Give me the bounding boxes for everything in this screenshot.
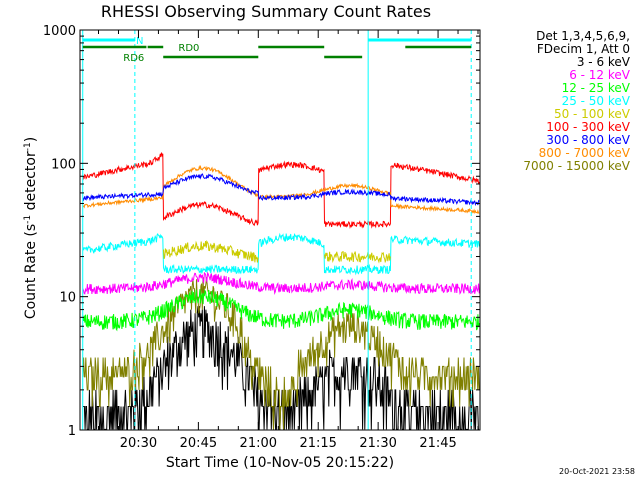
- y-tick-label-100: 100: [51, 157, 76, 172]
- x-tick-label-2045: 20:45: [180, 436, 217, 451]
- y-tick-label-1000: 1000: [43, 24, 76, 39]
- series-line-25-50kev: [82, 232, 480, 276]
- x-tick-label-2145: 21:45: [419, 436, 456, 451]
- x-axis-label: Start Time (10-Nov-05 20:15:22): [166, 455, 394, 471]
- y-tick-label-1: 1: [68, 424, 76, 439]
- legend-entry-3: 12 - 25 keV: [562, 81, 631, 95]
- legend-entry-5: 50 - 100 keV: [554, 107, 631, 121]
- series-line-50-100kev-1: [163, 239, 259, 263]
- night-flag-label: N: [136, 36, 143, 47]
- legend-entry-9: 7000 - 15000 keV: [523, 159, 630, 173]
- x-tick-label-2115: 21:15: [299, 436, 336, 451]
- legend: Det 1,3,4,5,6,9,FDecim 1, Att 03 - 6 keV…: [523, 29, 630, 173]
- series-line-100-300kev: [82, 152, 480, 229]
- legend-entry-8: 800 - 7000 keV: [539, 146, 631, 160]
- rd6-flag-label: RD6: [123, 53, 144, 64]
- series-line-6-12kev: [82, 271, 480, 295]
- legend-entry-1: 3 - 6 keV: [577, 55, 631, 69]
- light-curves: [82, 152, 480, 430]
- y-tick-label-10: 10: [59, 291, 76, 306]
- observing-flags: N RD0 RD6: [82, 30, 472, 430]
- plot-frame: [79, 29, 481, 431]
- axes: 1 10 100 1000 20:30 20:45 21:00 21:15 21:30 21:45: [43, 24, 481, 451]
- series-line-300-800kev: [82, 173, 480, 207]
- series-line-12-25kev: [82, 289, 480, 332]
- x-tick-label-2030: 20:30: [120, 436, 157, 451]
- legend-entry-7: 300 - 800 keV: [546, 133, 630, 147]
- series-line-50-100kev-2: [324, 250, 391, 264]
- y-axis-label: Count Rate (s-1 detector-1): [23, 137, 39, 319]
- x-tick-label-2100: 21:00: [240, 436, 277, 451]
- series-line-800-7000kev: [82, 164, 480, 214]
- plot-area: [82, 152, 480, 430]
- legend-entry-4: 25 - 50 keV: [562, 94, 631, 108]
- generation-timestamp: 20-Oct-2021 23:58: [559, 467, 635, 476]
- chart-title: RHESSI Observing Summary Count Rates: [101, 2, 431, 21]
- legend-header-2: FDecim 1, Att 0: [537, 42, 630, 56]
- legend-header-1: Det 1,3,4,5,6,9,: [536, 29, 630, 43]
- rd0-flag-label: RD0: [178, 43, 199, 54]
- legend-entry-6: 100 - 300 keV: [546, 120, 630, 134]
- series-line-7000-15000kev: [82, 277, 480, 430]
- legend-entry-2: 6 - 12 keV: [569, 68, 631, 82]
- x-tick-label-2130: 21:30: [359, 436, 396, 451]
